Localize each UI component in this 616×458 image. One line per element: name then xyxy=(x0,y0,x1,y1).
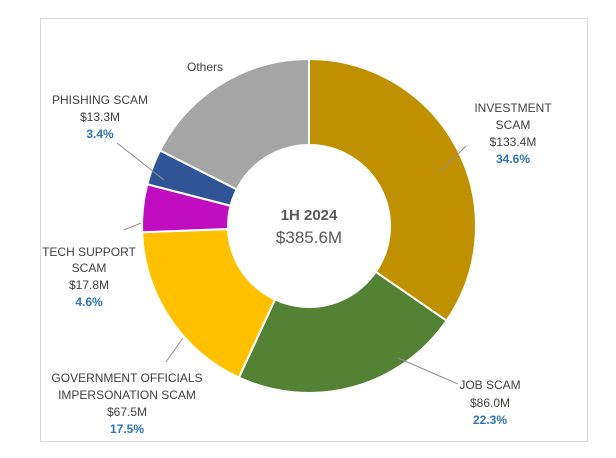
label-investment-name-1: INVESTMENT xyxy=(474,101,552,115)
slice-job-scam xyxy=(237,270,448,394)
label-government-name-2: IMPERSONATION SCAM xyxy=(58,388,196,402)
label-government-value: $67.5M xyxy=(107,405,147,419)
label-phishing-value: $13.3M xyxy=(80,110,120,124)
label-job-name: JOB SCAM xyxy=(459,378,520,392)
label-tech-name-2: SCAM xyxy=(72,261,107,275)
label-job-percent: 22.3% xyxy=(473,413,507,427)
leader-line-tech-support xyxy=(123,222,142,231)
leader-line-phishing xyxy=(116,142,165,181)
slice-government-officials-impersonation-scam xyxy=(141,227,277,379)
label-government-name-1: GOVERNMENT OFFICIALS xyxy=(51,371,202,385)
center-title: 1H 2024 xyxy=(281,207,338,224)
leader-line-government xyxy=(165,337,184,363)
label-others: Others xyxy=(187,60,223,74)
label-investment-name-2: SCAM xyxy=(496,118,531,132)
chart-frame xyxy=(40,18,588,442)
slice-others xyxy=(158,57,310,191)
leader-line-investment xyxy=(439,145,467,173)
label-tech-name-1: TECH SUPPORT xyxy=(42,245,136,259)
slice-investment-scam xyxy=(308,57,477,323)
label-government-percent: 17.5% xyxy=(110,422,144,436)
label-tech-value: $17.8M xyxy=(69,278,109,292)
label-investment-value: $133.4M xyxy=(490,135,537,149)
label-investment-percent: 34.6% xyxy=(496,152,530,166)
label-job-value: $86.0M xyxy=(470,396,510,410)
label-tech-percent: 4.6% xyxy=(75,295,103,309)
label-phishing-name: PHISHING SCAM xyxy=(52,93,148,107)
label-phishing-percent: 3.4% xyxy=(86,127,114,141)
center-value: $385.6M xyxy=(276,228,342,247)
leader-line-job xyxy=(397,357,459,385)
